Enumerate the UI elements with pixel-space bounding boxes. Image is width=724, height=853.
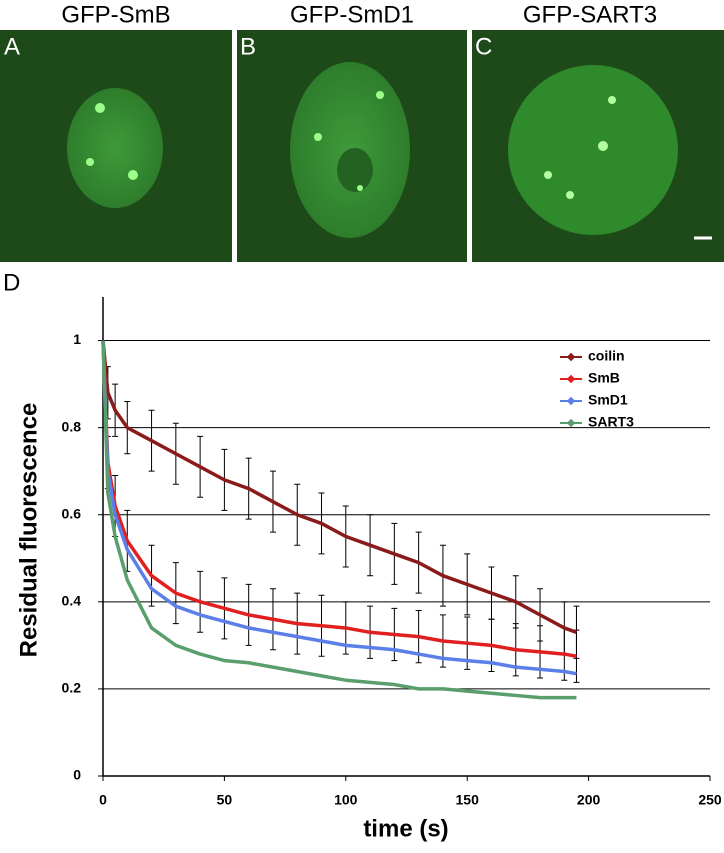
spot bbox=[376, 91, 384, 99]
spot bbox=[86, 158, 94, 166]
y-tick-label: 0.2 bbox=[62, 680, 82, 696]
legend-label: SART3 bbox=[588, 414, 634, 430]
series-line bbox=[101, 340, 578, 634]
legend-marker bbox=[566, 418, 576, 428]
legend-label: SmD1 bbox=[588, 392, 628, 408]
legend-marker bbox=[566, 352, 576, 362]
legend-marker bbox=[566, 396, 576, 406]
series-line bbox=[101, 340, 577, 676]
legend-label: coilin bbox=[588, 348, 625, 364]
spot bbox=[544, 171, 552, 179]
y-tick-label: 0 bbox=[73, 767, 81, 783]
x-tick-label: 0 bbox=[99, 792, 107, 808]
x-tick-label: 150 bbox=[456, 792, 480, 808]
x-tick-label: 100 bbox=[334, 792, 358, 808]
spot bbox=[128, 170, 138, 180]
spot bbox=[95, 103, 105, 113]
panel-title: GFP-SmD1 bbox=[290, 1, 414, 28]
panel-letter: D bbox=[3, 269, 20, 296]
spot bbox=[608, 96, 616, 104]
spot bbox=[314, 133, 322, 141]
spot bbox=[357, 185, 363, 191]
x-tick-label: 250 bbox=[698, 792, 722, 808]
series-line bbox=[101, 340, 577, 700]
nucleus bbox=[508, 65, 678, 235]
panel-title: GFP-SmB bbox=[61, 1, 170, 28]
y-tick-label: 0.8 bbox=[62, 418, 82, 434]
y-tick-label: 0.6 bbox=[62, 505, 82, 521]
x-axis-label: time (s) bbox=[363, 815, 448, 842]
spot bbox=[598, 141, 608, 151]
y-axis-label: Residual fluorescence bbox=[15, 403, 42, 658]
x-tick-label: 200 bbox=[577, 792, 601, 808]
spot bbox=[566, 191, 574, 199]
y-tick-label: 1 bbox=[73, 331, 81, 347]
nucleolus bbox=[337, 148, 373, 192]
panel-letter: A bbox=[4, 33, 20, 60]
panel-title: GFP-SART3 bbox=[523, 1, 657, 28]
panel-letter: C bbox=[475, 33, 492, 60]
legend-marker bbox=[566, 374, 576, 384]
nucleus bbox=[67, 88, 163, 208]
x-tick-label: 50 bbox=[217, 792, 233, 808]
panel-letter: B bbox=[240, 33, 256, 60]
legend-label: SmB bbox=[588, 370, 620, 386]
y-tick-label: 0.4 bbox=[62, 593, 82, 609]
series-line bbox=[101, 340, 577, 658]
